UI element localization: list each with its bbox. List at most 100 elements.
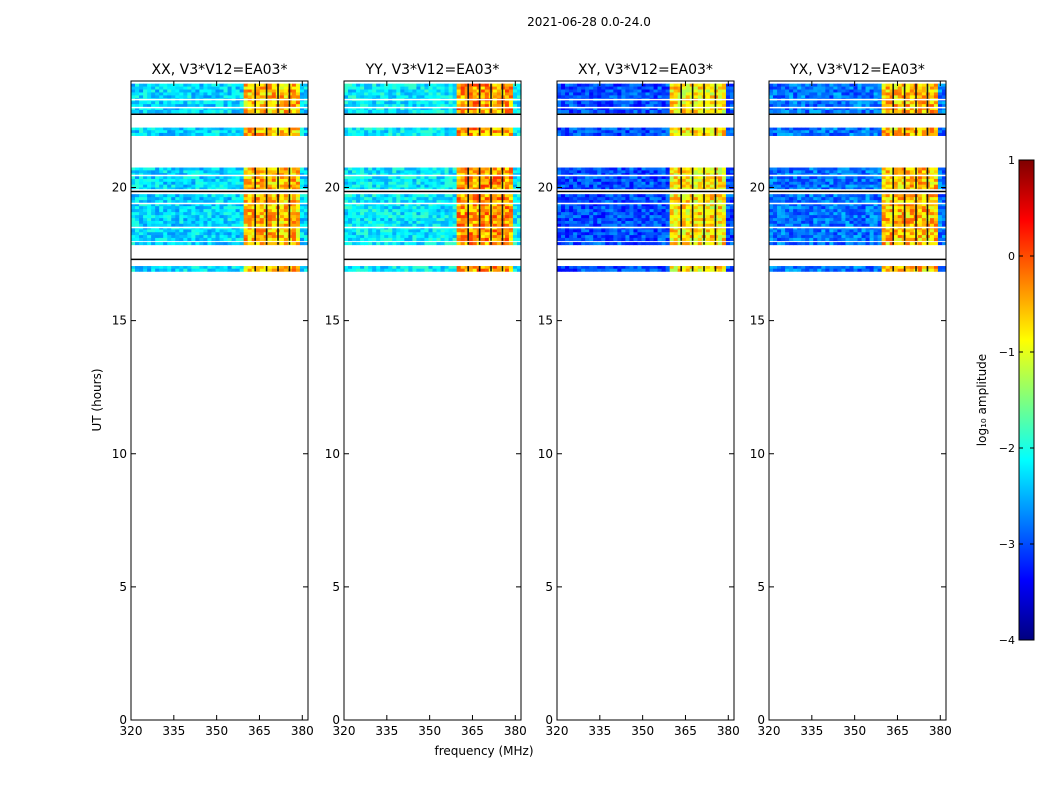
- heatmap-cell: [291, 237, 297, 242]
- heatmap-cell: [416, 229, 421, 233]
- heatmap-cell: [191, 237, 196, 242]
- heatmap-cell: [364, 235, 369, 239]
- heatmap-cell: [512, 203, 518, 207]
- heatmap-cell: [368, 242, 373, 246]
- heatmap-cell: [705, 104, 711, 108]
- heatmap-cell: [412, 107, 417, 111]
- heatmap-cell: [299, 203, 305, 207]
- heatmap-cell: [577, 110, 582, 114]
- heatmap-cell: [508, 130, 514, 134]
- heatmap-cell: [464, 220, 470, 225]
- heatmap-cell: [344, 206, 349, 210]
- heatmap-cell: [613, 92, 618, 96]
- heatmap-cell: [573, 170, 578, 174]
- heatmap-cell: [400, 86, 405, 90]
- heatmap-cell: [352, 130, 357, 134]
- heatmap-cell: [203, 92, 208, 96]
- heatmap-cell: [396, 232, 401, 236]
- heatmap-cell: [364, 209, 369, 213]
- heatmap-cell: [625, 104, 630, 108]
- heatmap-cell: [492, 268, 498, 272]
- heatmap-cell: [516, 170, 522, 174]
- heatmap-cell: [725, 187, 731, 190]
- heatmap-cell: [215, 268, 220, 272]
- heatmap-cell: [199, 127, 204, 131]
- heatmap-cell: [693, 194, 699, 198]
- heatmap-cell: [303, 203, 309, 207]
- heatmap-cell: [665, 209, 671, 213]
- heatmap-cell: [376, 226, 381, 230]
- heatmap-cell: [291, 209, 297, 213]
- heatmap-cell: [352, 206, 357, 210]
- heatmap-cell: [243, 130, 249, 134]
- heatmap-cell: [171, 187, 176, 190]
- heatmap-cell: [677, 206, 683, 210]
- heatmap-cell: [629, 200, 634, 204]
- heatmap-cell: [303, 235, 309, 239]
- heatmap-cell: [669, 212, 675, 216]
- heatmap-cell: [452, 237, 458, 242]
- heatmap-cell: [729, 212, 735, 216]
- heatmap-cell: [215, 89, 220, 93]
- heatmap-cell: [585, 170, 590, 174]
- heatmap-cell: [492, 229, 498, 233]
- heatmap-cell: [291, 92, 297, 96]
- heatmap-cell: [581, 200, 586, 204]
- heatmap-cell: [573, 130, 578, 134]
- heatmap-cell: [496, 212, 502, 216]
- heatmap-cell: [195, 242, 200, 246]
- heatmap-cell: [384, 218, 389, 222]
- heatmap-cell: [195, 95, 200, 99]
- heatmap-cell: [159, 83, 164, 87]
- heatmap-cell: [384, 200, 389, 204]
- heatmap-cell: [215, 220, 220, 225]
- heatmap-cell: [243, 176, 249, 180]
- heatmap-cell: [653, 132, 658, 136]
- heatmap-cell: [207, 237, 212, 242]
- heatmap-cell: [605, 104, 610, 108]
- heatmap-cell: [697, 132, 703, 136]
- heatmap-cell: [573, 206, 578, 210]
- heatmap-cell: [565, 95, 570, 99]
- heatmap-cell: [448, 218, 454, 222]
- heatmap-cell: [577, 181, 582, 186]
- heatmap-cell: [271, 127, 277, 131]
- heatmap-cell: [251, 200, 257, 204]
- heatmap-cell: [573, 132, 578, 136]
- heatmap-cell: [444, 223, 449, 228]
- heatmap-cell: [661, 178, 667, 183]
- heatmap-cell: [135, 197, 140, 201]
- heatmap-cell: [151, 132, 156, 136]
- heatmap-cell: [629, 167, 634, 171]
- heatmap-cell: [569, 215, 574, 219]
- heatmap-cell: [408, 215, 413, 219]
- heatmap-cell: [352, 167, 357, 171]
- heatmap-cell: [303, 132, 309, 136]
- heatmap-cell: [408, 95, 413, 99]
- heatmap-cell: [629, 101, 634, 105]
- heatmap-cell: [303, 268, 309, 272]
- heatmap-cell: [183, 206, 188, 210]
- heatmap-cell: [400, 209, 405, 213]
- heatmap-cell: [677, 130, 683, 134]
- heatmap-cell: [508, 187, 514, 190]
- heatmap-cell: [404, 167, 409, 171]
- heatmap-cell: [392, 197, 397, 201]
- heatmap-cell: [569, 127, 574, 131]
- heatmap-cell: [167, 170, 172, 174]
- heatmap-cell: [637, 215, 642, 219]
- heatmap-cell: [159, 235, 164, 239]
- heatmap-cell: [581, 176, 586, 180]
- heatmap-cell: [448, 187, 454, 190]
- heatmap-cell: [227, 200, 232, 204]
- heatmap-cell: [516, 197, 522, 201]
- heatmap-cell: [408, 101, 413, 105]
- heatmap-cell: [456, 215, 462, 219]
- heatmap-cell: [404, 215, 409, 219]
- heatmap-cell: [207, 197, 212, 201]
- heatmap-cell: [239, 107, 245, 111]
- heatmap-cell: [199, 200, 204, 204]
- heatmap-cell: [219, 176, 224, 180]
- heatmap-cell: [175, 187, 180, 190]
- heatmap-cell: [183, 170, 188, 174]
